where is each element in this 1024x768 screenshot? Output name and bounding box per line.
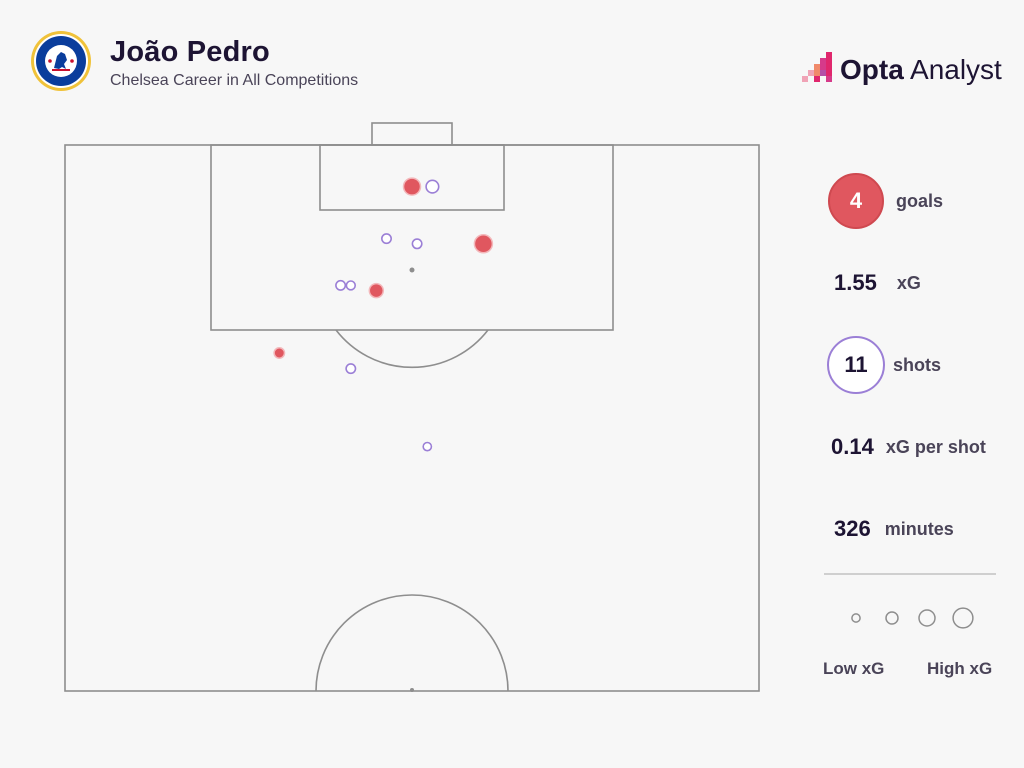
shot-miss-10 xyxy=(345,363,357,375)
opta-logo-icon xyxy=(802,52,832,82)
shot-goal-8 xyxy=(368,282,385,299)
shot-miss-3 xyxy=(380,233,392,245)
stat-goals: 4 goals xyxy=(828,173,943,229)
brand-name-rest: Analyst xyxy=(903,54,1002,85)
stat-minutes: 326 minutes xyxy=(834,516,954,542)
shot-miss-7 xyxy=(345,280,356,291)
legend-size-circle-1 xyxy=(851,613,861,623)
penalty-area xyxy=(210,144,614,331)
shot-miss-11 xyxy=(422,441,433,452)
goal xyxy=(371,122,453,146)
brand-name-bold: Opta xyxy=(840,54,904,85)
penalty-spot xyxy=(409,267,415,273)
xg-per-shot-value: 0.14 xyxy=(831,434,874,459)
chelsea-crest-icon xyxy=(31,31,91,91)
shot-miss-6 xyxy=(335,279,347,291)
page-subtitle: Chelsea Career in All Competitions xyxy=(110,72,359,89)
centre-circle xyxy=(315,594,509,692)
penalty-arc xyxy=(335,329,489,369)
stat-xg-per-shot: 0.14 xG per shot xyxy=(831,434,986,460)
xg-label: xG xyxy=(896,272,921,293)
legend-low-xg: Low xG xyxy=(823,659,885,678)
shots-label: shots xyxy=(893,354,942,375)
legend-size-circle-3 xyxy=(918,609,936,627)
shot-miss-4 xyxy=(411,238,423,250)
shot-goal-9 xyxy=(273,347,286,359)
xg-per-shot-label: xG per shot xyxy=(885,436,986,457)
shots-badge: 11 xyxy=(827,336,885,394)
pitch-outline xyxy=(64,144,760,692)
stat-shots: 11 shots xyxy=(827,336,941,394)
stat-xg: 1.55 xG xyxy=(834,270,921,296)
goals-label: goals xyxy=(896,190,944,211)
shot-goal-5 xyxy=(473,234,494,254)
goals-badge: 4 xyxy=(828,173,884,229)
xg-value: 1.55 xyxy=(834,270,877,295)
shots-layer xyxy=(273,177,494,452)
legend-high-xg: High xG xyxy=(927,659,993,678)
page-title: João Pedro xyxy=(110,36,270,68)
legend-size-circle-2 xyxy=(885,611,899,625)
shot-miss-2 xyxy=(425,179,440,194)
legend-size-circle-4 xyxy=(952,607,974,629)
minutes-value: 326 xyxy=(834,516,871,541)
opta-analyst-logo: Opta Analyst xyxy=(798,48,1008,90)
stats-divider xyxy=(824,573,996,575)
centre-spot xyxy=(410,688,414,692)
minutes-label: minutes xyxy=(884,518,954,539)
legend-size-circles xyxy=(851,607,974,629)
shot-goal-1 xyxy=(402,177,422,196)
